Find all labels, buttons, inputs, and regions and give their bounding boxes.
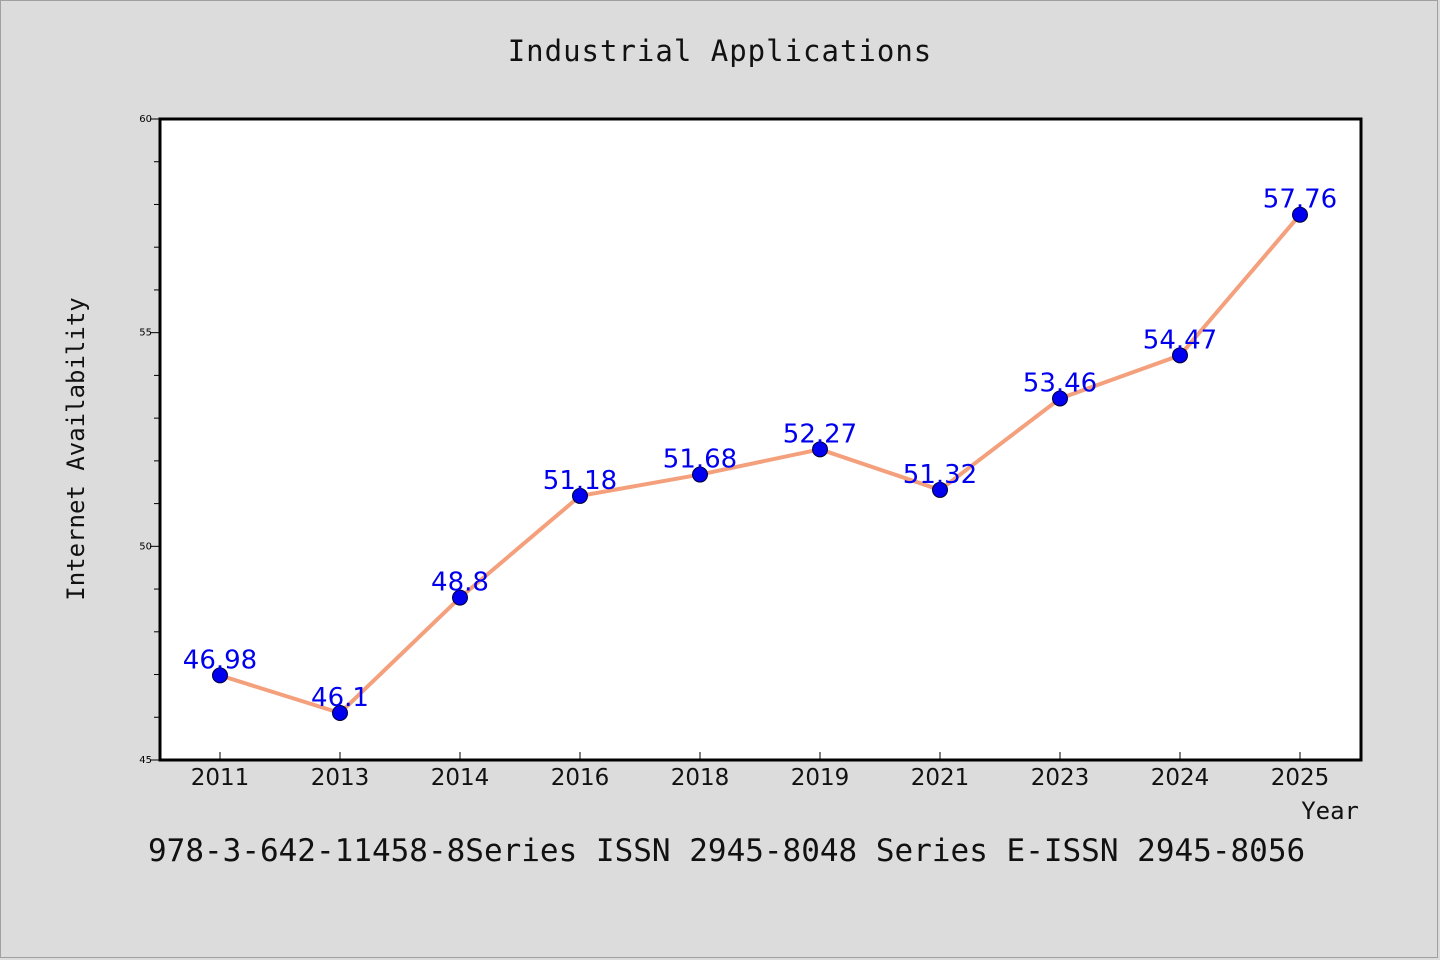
data-point: [1052, 390, 1068, 407]
y-tick-label: 45: [139, 755, 152, 766]
data-label: 52.27: [783, 419, 857, 449]
data-point: [1172, 347, 1188, 364]
data-label: 57.76: [1263, 185, 1337, 215]
data-point: [572, 487, 588, 504]
data-point: [332, 704, 348, 721]
y-tick-label: 55: [139, 328, 152, 339]
data-label: 51.32: [903, 460, 977, 490]
footer-isbn-issn: 978-3-642-11458-8Series ISSN 2945-8048 S…: [148, 833, 1306, 869]
data-point: [212, 667, 228, 684]
x-tick-label: 2024: [1151, 765, 1210, 791]
x-tick-label: 2019: [791, 765, 850, 791]
x-tick-label: 2025: [1271, 765, 1330, 791]
chart-title: Industrial Applications: [507, 34, 933, 68]
data-point: [1292, 206, 1308, 223]
data-point: [692, 466, 708, 483]
x-axis-label: Year: [1301, 797, 1359, 825]
data-label: 51.18: [543, 466, 617, 496]
x-tick-label: 2023: [1031, 765, 1090, 791]
data-label: 51.68: [663, 445, 737, 475]
x-tick-label: 2018: [671, 765, 730, 791]
data-label: 48.8: [431, 568, 489, 598]
data-label: 53.46: [1023, 368, 1097, 398]
data-point: [452, 589, 468, 606]
data-label: 46.1: [311, 683, 369, 713]
y-axis-label: Internet Availability: [62, 297, 90, 600]
data-label: 46.98: [183, 645, 257, 675]
x-tick-label: 2016: [551, 765, 610, 791]
series-line: [219, 213, 1302, 715]
y-tick-label: 50: [139, 541, 152, 552]
x-tick-label: 2014: [431, 765, 490, 791]
plot-area: [158, 117, 1363, 762]
x-tick-label: 2021: [911, 765, 970, 791]
data-point: [812, 441, 828, 458]
x-tick-label: 2013: [311, 765, 370, 791]
data-label: 54.47: [1143, 325, 1217, 355]
x-tick-label: 2011: [191, 765, 250, 791]
y-tick-label: 60: [139, 114, 152, 125]
data-point: [932, 481, 948, 498]
